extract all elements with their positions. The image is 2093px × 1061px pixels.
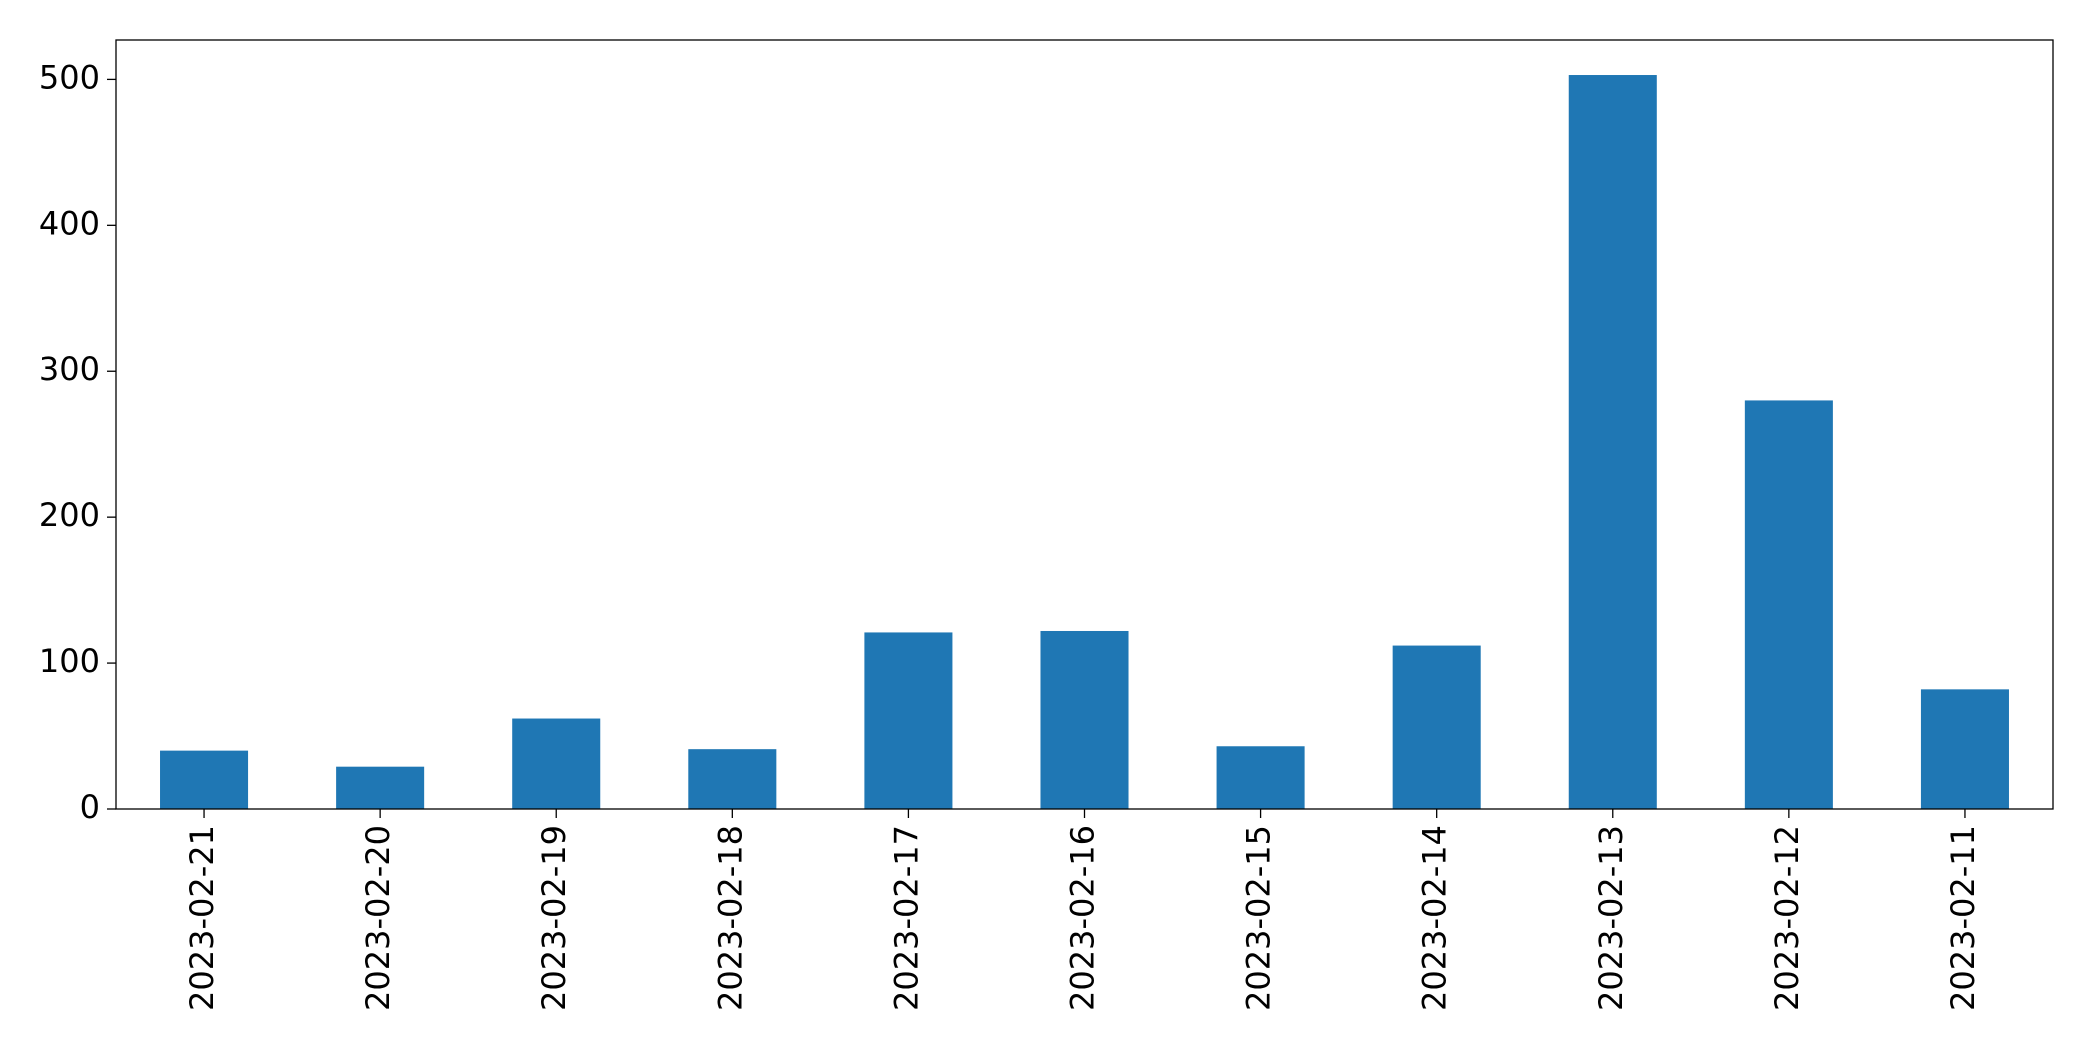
- x-tick-label: 2023-02-15: [1240, 825, 1278, 1011]
- bar: [512, 718, 601, 809]
- x-tick-label: 2023-02-19: [535, 825, 573, 1011]
- x-tick-label: 2023-02-14: [1416, 825, 1454, 1011]
- x-tick-label: 2023-02-20: [359, 825, 397, 1011]
- bar: [160, 750, 249, 809]
- bar: [1568, 75, 1657, 809]
- x-tick-label: 2023-02-18: [711, 825, 749, 1011]
- x-tick-label: 2023-02-16: [1064, 825, 1102, 1011]
- y-tick-label: 400: [39, 204, 100, 242]
- bar: [864, 632, 953, 809]
- x-tick-label: 2023-02-17: [887, 825, 925, 1011]
- x-tick-label: 2023-02-12: [1768, 825, 1806, 1011]
- y-tick-label: 300: [39, 350, 100, 388]
- x-tick-label: 2023-02-11: [1944, 825, 1982, 1011]
- bar: [336, 766, 425, 809]
- y-tick-label: 200: [39, 496, 100, 534]
- y-tick-label: 0: [80, 788, 100, 826]
- bar: [1392, 645, 1481, 809]
- plot-frame: [115, 39, 2054, 810]
- bar: [1216, 746, 1305, 809]
- y-tick-label: 100: [39, 642, 100, 680]
- x-tick-label: 2023-02-21: [183, 825, 221, 1011]
- y-tick-label: 500: [39, 58, 100, 96]
- x-tick-label: 2023-02-13: [1592, 825, 1630, 1011]
- bar: [688, 749, 777, 809]
- bar: [1920, 689, 2009, 809]
- bar: [1744, 400, 1833, 809]
- bar: [1040, 630, 1129, 809]
